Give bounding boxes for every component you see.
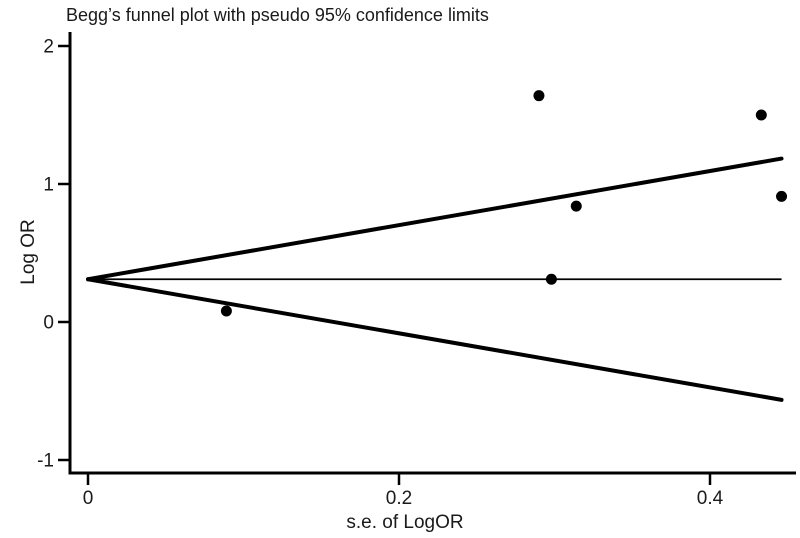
y-axis-tick-label: 0 [43, 313, 54, 334]
y-axis-label: Log OR [18, 219, 39, 285]
upper-confidence-limit-line [86, 156, 784, 282]
data-point [545, 273, 557, 285]
x-axis-tick-label: 0.4 [697, 488, 724, 509]
data-point [570, 200, 582, 212]
y-axis-tick-label: -1 [37, 451, 54, 472]
chart-title: Begg’s funnel plot with pseudo 95% confi… [66, 5, 489, 25]
data-point [220, 305, 232, 317]
data-point [776, 190, 788, 202]
y-axis-tick-label: 1 [43, 175, 54, 196]
data-point [533, 90, 545, 102]
x-axis-tick-label: 0.2 [386, 488, 412, 509]
y-axis-tick-label: 2 [43, 37, 54, 58]
data-point [755, 109, 767, 121]
lower-confidence-limit-line [86, 277, 784, 402]
x-axis-tick-label: 0 [83, 488, 94, 509]
x-axis-label: s.e. of LogOR [346, 512, 464, 533]
